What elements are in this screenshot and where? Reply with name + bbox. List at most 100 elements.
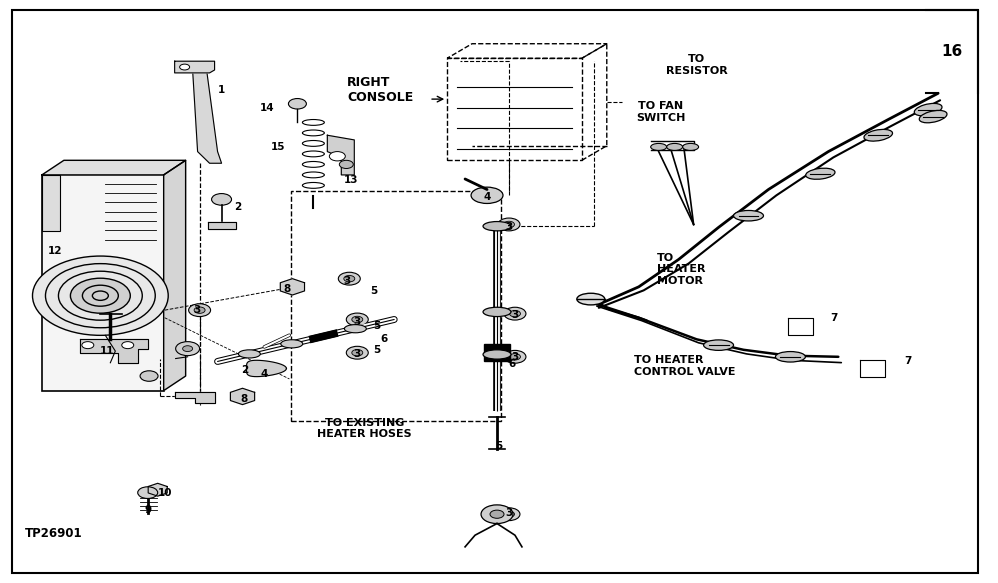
Circle shape [351,349,362,356]
Ellipse shape [483,350,511,359]
Text: 9: 9 [144,505,152,515]
Circle shape [481,505,513,524]
Text: 2: 2 [241,365,249,375]
Circle shape [83,285,119,306]
Polygon shape [193,70,222,163]
Circle shape [498,218,520,231]
Ellipse shape [805,168,835,180]
Text: 7: 7 [830,312,838,323]
Text: 8: 8 [283,283,291,294]
Polygon shape [788,318,813,335]
Text: 6: 6 [508,359,516,370]
Ellipse shape [239,350,260,358]
Circle shape [351,316,362,323]
Bar [291,191,501,421]
Text: 3: 3 [193,305,201,315]
Circle shape [46,264,156,328]
Circle shape [498,508,520,521]
Polygon shape [247,360,286,377]
Polygon shape [42,160,186,175]
Circle shape [338,272,360,285]
Polygon shape [164,160,186,391]
Polygon shape [860,360,885,377]
Circle shape [59,271,143,320]
Circle shape [343,275,354,282]
Circle shape [509,310,521,317]
Ellipse shape [919,110,947,123]
Ellipse shape [483,222,511,231]
Text: 3: 3 [353,349,361,360]
Circle shape [503,221,515,227]
Ellipse shape [667,143,683,150]
Ellipse shape [344,325,366,333]
Text: 10: 10 [158,487,172,498]
Text: 6: 6 [380,334,388,345]
Text: 5: 5 [373,345,381,355]
Ellipse shape [775,352,805,362]
Polygon shape [231,388,254,405]
Circle shape [33,256,169,335]
Polygon shape [175,392,215,403]
Circle shape [176,342,200,356]
Circle shape [122,342,134,349]
Circle shape [504,350,526,363]
Circle shape [329,152,345,161]
Text: 8: 8 [240,394,248,405]
Circle shape [183,346,193,352]
Circle shape [180,64,190,70]
Ellipse shape [683,143,699,150]
Text: 5: 5 [370,286,378,297]
Ellipse shape [704,340,734,350]
Text: TO EXISTING
HEATER HOSES: TO EXISTING HEATER HOSES [317,417,411,440]
Polygon shape [208,222,236,229]
Text: 15: 15 [271,142,285,152]
Bar [42,175,60,231]
Circle shape [82,342,94,349]
Bar [42,175,164,391]
Text: 4: 4 [260,369,268,380]
Circle shape [509,353,521,360]
Circle shape [212,194,232,205]
Text: TP26901: TP26901 [25,527,83,540]
Text: TO
HEATER
MOTOR: TO HEATER MOTOR [657,253,706,286]
Ellipse shape [280,340,302,348]
Polygon shape [80,339,148,363]
Text: 1: 1 [218,85,226,96]
Text: 13: 13 [344,174,358,185]
Text: TO HEATER
CONTROL VALVE: TO HEATER CONTROL VALVE [634,355,736,377]
Polygon shape [148,483,168,496]
Circle shape [346,346,368,359]
Circle shape [288,99,306,109]
Text: 7: 7 [904,356,912,367]
Text: 3: 3 [511,310,519,320]
Text: 5: 5 [373,321,381,332]
Text: 4: 4 [483,192,491,202]
Ellipse shape [651,143,667,150]
Ellipse shape [483,307,511,317]
Bar [447,58,582,160]
Polygon shape [327,135,354,175]
Text: TO FAN
SWITCH: TO FAN SWITCH [636,101,686,123]
Circle shape [346,313,368,326]
Text: TO
RESISTOR: TO RESISTOR [666,54,728,76]
Ellipse shape [864,129,892,141]
Text: 3: 3 [343,276,351,286]
Ellipse shape [914,103,942,116]
Text: 3: 3 [505,508,513,518]
Ellipse shape [734,210,763,221]
Circle shape [93,291,109,300]
Circle shape [138,487,158,498]
Circle shape [504,307,526,320]
Text: 16: 16 [941,44,963,59]
Polygon shape [175,61,215,73]
Text: 12: 12 [48,245,62,256]
Text: RIGHT
CONSOLE: RIGHT CONSOLE [347,76,413,104]
Ellipse shape [471,187,503,203]
Circle shape [503,511,515,518]
Polygon shape [484,344,510,361]
Text: 14: 14 [260,103,274,113]
Text: 11: 11 [100,346,114,356]
Circle shape [490,510,504,518]
Circle shape [189,304,211,317]
Circle shape [339,160,353,168]
